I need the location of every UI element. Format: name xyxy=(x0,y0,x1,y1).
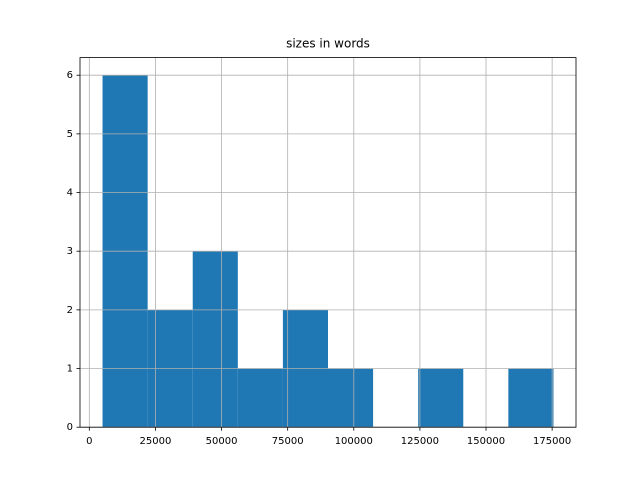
chart-title: sizes in words xyxy=(286,37,370,51)
bar xyxy=(508,368,554,428)
y-tick-label: 5 xyxy=(67,129,73,140)
y-tick-label: 0 xyxy=(67,422,73,433)
x-tick-label: 50000 xyxy=(206,436,238,447)
bar xyxy=(237,368,283,428)
x-tick-label: 0 xyxy=(86,436,92,447)
y-tick-label: 3 xyxy=(67,246,73,257)
plot-frame xyxy=(79,57,577,428)
x-tick-label: 150000 xyxy=(467,436,505,447)
x-tick-label: 100000 xyxy=(335,436,373,447)
y-tick-label: 2 xyxy=(67,305,73,316)
x-tick-label: 25000 xyxy=(140,436,172,447)
y-tick-label: 4 xyxy=(67,188,73,199)
x-tick-label: 175000 xyxy=(533,436,571,447)
y-tick-label: 1 xyxy=(67,364,73,375)
y-tick-label: 6 xyxy=(67,70,73,81)
bar xyxy=(192,251,238,428)
x-tick-label: 125000 xyxy=(401,436,439,447)
bar xyxy=(418,368,464,428)
bar xyxy=(328,368,374,428)
x-tick-label: 75000 xyxy=(272,436,304,447)
